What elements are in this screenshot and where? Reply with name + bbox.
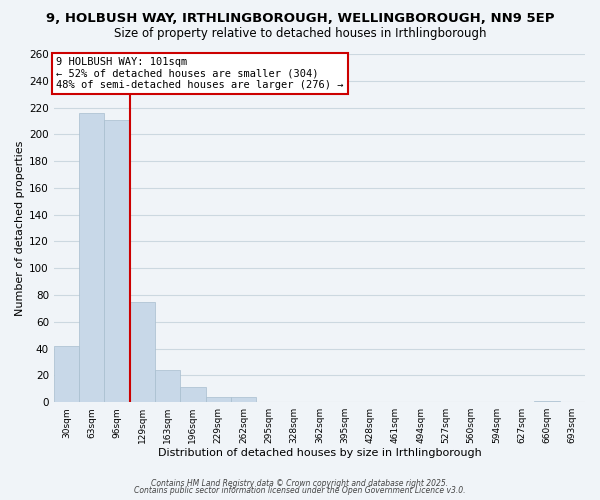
Text: Contains public sector information licensed under the Open Government Licence v3: Contains public sector information licen…	[134, 486, 466, 495]
Text: Size of property relative to detached houses in Irthlingborough: Size of property relative to detached ho…	[114, 28, 486, 40]
Bar	[54, 346, 79, 402]
Bar	[130, 302, 155, 402]
X-axis label: Distribution of detached houses by size in Irthlingborough: Distribution of detached houses by size …	[158, 448, 481, 458]
Bar	[79, 113, 104, 402]
Bar	[231, 396, 256, 402]
Bar	[104, 120, 130, 402]
Bar	[206, 396, 231, 402]
Bar	[535, 401, 560, 402]
Text: 9 HOLBUSH WAY: 101sqm
← 52% of detached houses are smaller (304)
48% of semi-det: 9 HOLBUSH WAY: 101sqm ← 52% of detached …	[56, 56, 344, 90]
Y-axis label: Number of detached properties: Number of detached properties	[15, 140, 25, 316]
Bar	[155, 370, 180, 402]
Text: 9, HOLBUSH WAY, IRTHLINGBOROUGH, WELLINGBOROUGH, NN9 5EP: 9, HOLBUSH WAY, IRTHLINGBOROUGH, WELLING…	[46, 12, 554, 26]
Text: Contains HM Land Registry data © Crown copyright and database right 2025.: Contains HM Land Registry data © Crown c…	[151, 478, 449, 488]
Bar	[180, 388, 206, 402]
